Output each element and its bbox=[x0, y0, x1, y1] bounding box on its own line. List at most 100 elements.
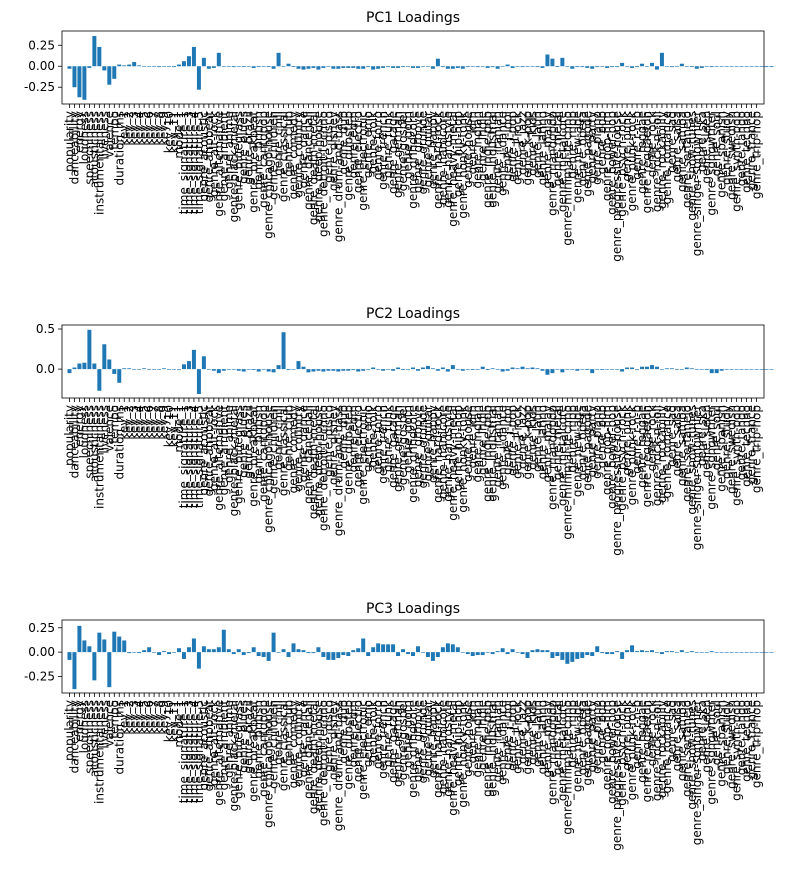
x-tick-label: genre_rock bbox=[645, 111, 659, 177]
x-tick-label: genre_punk-rock bbox=[625, 700, 639, 800]
x-tick-label: genre_tango bbox=[735, 700, 749, 775]
bar-mode_1 bbox=[177, 369, 181, 370]
x-tick-label: genre_disco bbox=[321, 700, 335, 772]
bar-genre_minimal-techno bbox=[565, 66, 570, 67]
x-tick-label: genre_party bbox=[585, 111, 599, 183]
bar-genre_trance bbox=[749, 66, 754, 67]
x-tick-label: genre_pop-film bbox=[600, 700, 614, 790]
x-tick-label: genre_salsa bbox=[670, 405, 684, 476]
x-tick-label: genre_garage bbox=[386, 405, 400, 488]
bar-energy bbox=[77, 66, 82, 98]
bar-genre_metal bbox=[555, 652, 560, 657]
x-tick-label: key_6 bbox=[142, 700, 156, 735]
x-tick-label: genre_drum-and-bass bbox=[331, 405, 345, 536]
bar-genre_mpb bbox=[570, 66, 575, 69]
x-tick-label: time_signature_4 bbox=[187, 405, 201, 508]
bar-genre_synth-pop bbox=[734, 66, 739, 67]
bar-key_6 bbox=[147, 66, 152, 67]
x-tick-label: genre_club bbox=[282, 700, 296, 766]
chart-title: PC1 Loadings bbox=[366, 10, 460, 26]
x-tick-label: genre_idm bbox=[466, 405, 480, 468]
x-tick-label: genre_french bbox=[376, 111, 390, 190]
x-tick-label: genre_rock bbox=[645, 405, 659, 471]
bar-genre_disco bbox=[326, 369, 331, 371]
bar-genre_r-n-b bbox=[635, 66, 640, 68]
x-tick-label: time_signature_1 bbox=[177, 405, 191, 508]
x-tick-label: genre_black-metal bbox=[227, 111, 241, 222]
bar-genre_death-metal bbox=[311, 369, 316, 372]
bar-genre_forro bbox=[376, 369, 381, 370]
x-tick-label: genre_kids bbox=[525, 405, 539, 470]
bar-genre_electro bbox=[356, 369, 361, 372]
x-tick-label: genre_gospel bbox=[396, 700, 410, 780]
x-tick-label: genre_disney bbox=[326, 405, 340, 485]
x-tick-label: genre_party bbox=[585, 405, 599, 477]
chart-title: PC3 Loadings bbox=[366, 601, 460, 617]
x-tick-label: genre_spanish bbox=[715, 405, 729, 492]
bar-genre_j-pop bbox=[510, 649, 515, 653]
bar-genre_goth bbox=[406, 66, 411, 67]
bar-genre_disco bbox=[326, 66, 331, 67]
bar-genre_hard-rock bbox=[435, 58, 440, 67]
x-tick-label: genre_breakbeat bbox=[247, 405, 261, 507]
x-tick-label: genre_dubstep bbox=[341, 700, 355, 789]
bar-genre_power-pop bbox=[610, 369, 615, 370]
x-tick-label: genre_pop bbox=[595, 700, 609, 763]
bar-genre_afrobeat bbox=[206, 369, 211, 370]
x-tick-label: genre_punk bbox=[620, 700, 634, 770]
bar-key_5 bbox=[142, 368, 147, 370]
bar-genre_dub bbox=[341, 652, 346, 656]
x-tick-label: genre_techno bbox=[740, 405, 754, 487]
bar-genre_electronic bbox=[361, 66, 366, 69]
x-tick-label: genre_hip-hop bbox=[451, 111, 465, 197]
x-tick-label: valence bbox=[102, 111, 116, 158]
x-tick-label: genre_black-metal bbox=[227, 405, 241, 516]
bar-genre_metal bbox=[555, 66, 560, 68]
bar-genre_malay bbox=[545, 54, 550, 67]
bar-energy bbox=[77, 363, 82, 370]
bar-genre_club bbox=[286, 63, 291, 67]
bar-genre_death-metal bbox=[311, 66, 316, 68]
x-tick-label: genre_power-pop bbox=[605, 700, 619, 804]
x-tick-label: genre_sleep bbox=[700, 405, 714, 478]
x-tick-label: genre_grunge bbox=[416, 700, 430, 783]
x-tick-label: genre_chicago-house bbox=[262, 111, 276, 239]
x-tick-label: genre_electro bbox=[351, 700, 365, 782]
x-tick-label: genre_deep-house bbox=[311, 700, 325, 811]
pc3-panel: PC3 Loadings 0.25 0.00 -0.25 popularitydance… bbox=[24, 601, 774, 851]
bar-genre_drum-and-bass bbox=[336, 369, 341, 372]
x-tick-label: genre_samba bbox=[675, 111, 689, 192]
x-tick-label: speechiness bbox=[82, 700, 96, 774]
x-tick-label: valence bbox=[102, 700, 116, 747]
bar-genre_pop-film bbox=[605, 66, 610, 68]
x-tick-label: genre_chicago-house bbox=[262, 405, 276, 533]
bar-genre_hard-rock bbox=[435, 369, 440, 371]
bar-genre_dance bbox=[301, 66, 306, 70]
x-tick-label: genre_alternative bbox=[212, 111, 226, 217]
bar-duration_ms bbox=[117, 64, 122, 67]
bar-genre_show-tunes bbox=[689, 368, 694, 370]
x-tick-label: energy bbox=[72, 700, 86, 742]
bar-genre_psych-rock bbox=[620, 369, 625, 372]
x-tick-label: genre_dance bbox=[296, 700, 310, 777]
x-tick-label: genre_samba bbox=[675, 405, 689, 486]
x-tick-label: genre_psych-rock bbox=[615, 700, 629, 806]
x-tick-label: genre_indie bbox=[476, 405, 490, 475]
bar-genre_alternative bbox=[216, 647, 221, 653]
x-tick-label: energy bbox=[72, 111, 86, 153]
x-tick-label: genre_spanish bbox=[715, 111, 729, 198]
x-tick-label: popularity bbox=[62, 700, 76, 761]
bar-genre_rockabilly bbox=[659, 52, 664, 67]
bar-genre_new-age bbox=[575, 369, 580, 371]
x-tick-label: loudness bbox=[77, 700, 91, 753]
x-tick-label: genre_k-pop bbox=[521, 111, 535, 186]
bar-genre_disney bbox=[331, 66, 336, 69]
x-tick-label: genre_dub bbox=[336, 700, 350, 764]
x-tick-label: key_3 bbox=[127, 111, 141, 146]
x-tick-label: loudness bbox=[77, 111, 91, 164]
bar-genre_trip-hop bbox=[754, 369, 759, 370]
bar-genre_latin bbox=[535, 368, 540, 370]
bar-genre_heavy-metal bbox=[450, 644, 455, 653]
bar-genre_garage bbox=[391, 644, 396, 653]
bar-genre_indie bbox=[480, 66, 485, 67]
